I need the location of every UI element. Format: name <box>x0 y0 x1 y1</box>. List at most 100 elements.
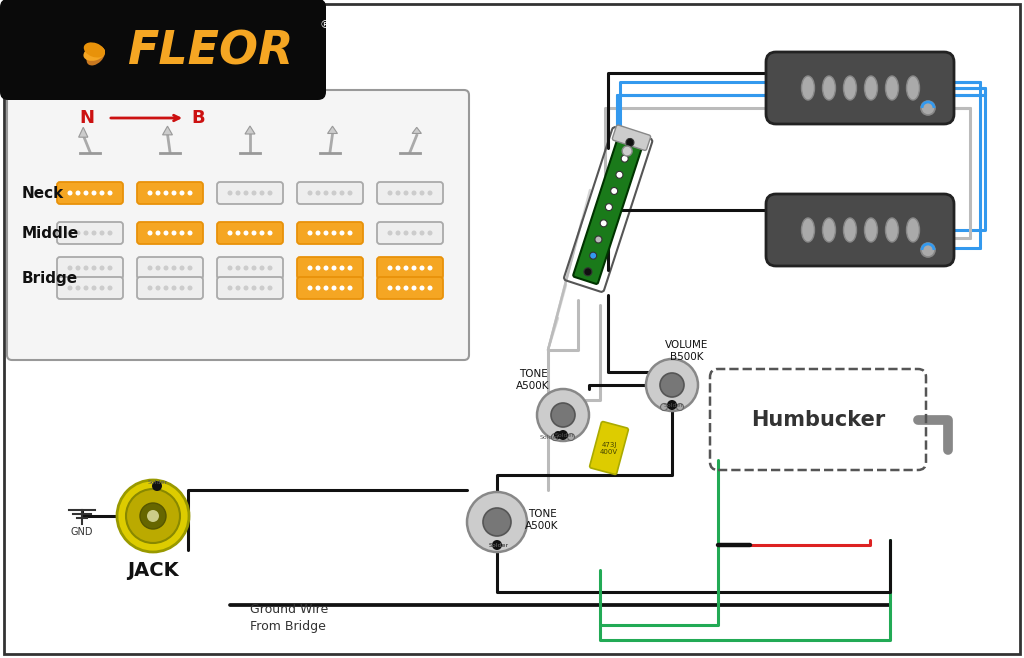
Circle shape <box>156 265 161 270</box>
Circle shape <box>558 430 568 440</box>
Circle shape <box>420 230 425 236</box>
FancyBboxPatch shape <box>217 257 283 279</box>
Circle shape <box>921 243 935 257</box>
Circle shape <box>252 286 256 290</box>
Circle shape <box>99 230 104 236</box>
Circle shape <box>84 265 88 270</box>
Circle shape <box>395 191 400 195</box>
Circle shape <box>227 230 232 236</box>
Circle shape <box>340 230 344 236</box>
Circle shape <box>590 252 597 259</box>
Circle shape <box>427 286 432 290</box>
Circle shape <box>84 230 88 236</box>
Circle shape <box>324 191 329 195</box>
Circle shape <box>622 155 628 162</box>
Circle shape <box>76 230 81 236</box>
Circle shape <box>537 389 589 441</box>
Circle shape <box>164 265 169 270</box>
Circle shape <box>307 230 312 236</box>
Circle shape <box>259 230 264 236</box>
FancyBboxPatch shape <box>217 222 283 244</box>
Circle shape <box>99 265 104 270</box>
FancyBboxPatch shape <box>377 182 443 204</box>
Text: Solder: Solder <box>489 543 509 548</box>
Circle shape <box>156 191 161 195</box>
Circle shape <box>147 265 153 270</box>
Circle shape <box>467 492 527 552</box>
Circle shape <box>403 265 409 270</box>
Circle shape <box>626 138 634 147</box>
FancyBboxPatch shape <box>612 125 650 151</box>
Circle shape <box>147 510 159 522</box>
Circle shape <box>551 403 575 427</box>
Text: Humbucker: Humbucker <box>751 410 885 430</box>
Ellipse shape <box>802 218 814 242</box>
Circle shape <box>660 403 668 411</box>
Ellipse shape <box>822 218 836 242</box>
Circle shape <box>108 191 113 195</box>
Circle shape <box>227 286 232 290</box>
FancyBboxPatch shape <box>137 222 203 244</box>
FancyBboxPatch shape <box>297 257 362 279</box>
Circle shape <box>646 359 698 411</box>
FancyBboxPatch shape <box>137 182 203 204</box>
Circle shape <box>552 434 558 440</box>
Circle shape <box>108 265 113 270</box>
Circle shape <box>387 265 392 270</box>
FancyBboxPatch shape <box>590 422 629 474</box>
Circle shape <box>252 191 256 195</box>
Circle shape <box>252 230 256 236</box>
Text: ®: ® <box>319 20 331 30</box>
Ellipse shape <box>864 76 878 100</box>
Circle shape <box>171 286 176 290</box>
FancyBboxPatch shape <box>573 135 643 284</box>
Circle shape <box>347 286 352 290</box>
Circle shape <box>99 286 104 290</box>
Circle shape <box>600 220 607 227</box>
Circle shape <box>244 265 249 270</box>
Circle shape <box>332 230 337 236</box>
Circle shape <box>347 265 352 270</box>
Circle shape <box>147 191 153 195</box>
Circle shape <box>347 230 352 236</box>
Circle shape <box>267 265 272 270</box>
Circle shape <box>387 191 392 195</box>
Circle shape <box>126 489 180 543</box>
Circle shape <box>567 434 574 440</box>
Ellipse shape <box>802 76 814 100</box>
Circle shape <box>171 265 176 270</box>
Ellipse shape <box>906 76 920 100</box>
Circle shape <box>403 191 409 195</box>
Circle shape <box>244 286 249 290</box>
Circle shape <box>187 230 193 236</box>
Circle shape <box>179 230 184 236</box>
Circle shape <box>307 191 312 195</box>
Circle shape <box>179 191 184 195</box>
Circle shape <box>483 508 511 536</box>
FancyBboxPatch shape <box>137 277 203 299</box>
Circle shape <box>164 191 169 195</box>
Ellipse shape <box>844 76 856 100</box>
Text: N: N <box>80 109 94 127</box>
Text: B: B <box>191 109 205 127</box>
Circle shape <box>156 286 161 290</box>
FancyBboxPatch shape <box>297 277 362 299</box>
Circle shape <box>68 191 73 195</box>
Circle shape <box>307 286 312 290</box>
Text: Solder: Solder <box>540 435 560 440</box>
Circle shape <box>187 265 193 270</box>
FancyBboxPatch shape <box>7 90 469 360</box>
Circle shape <box>420 265 425 270</box>
Circle shape <box>340 191 344 195</box>
Circle shape <box>554 431 562 439</box>
Circle shape <box>605 203 612 211</box>
Circle shape <box>324 286 329 290</box>
Circle shape <box>187 286 193 290</box>
Circle shape <box>147 286 153 290</box>
FancyBboxPatch shape <box>57 257 123 279</box>
Circle shape <box>315 191 321 195</box>
Circle shape <box>492 540 502 550</box>
Circle shape <box>171 191 176 195</box>
Circle shape <box>152 481 162 491</box>
Circle shape <box>340 286 344 290</box>
